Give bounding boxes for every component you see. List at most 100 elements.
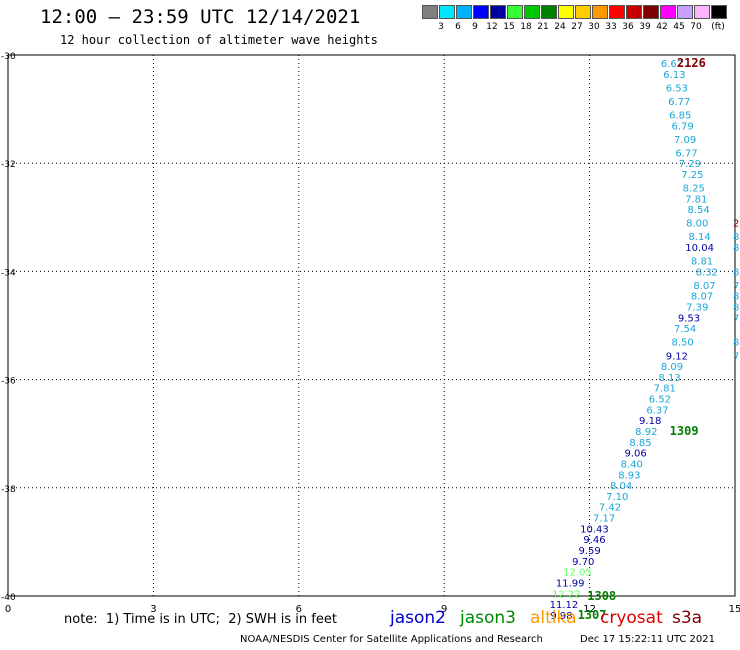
data-point: 9.18 <box>639 416 661 427</box>
pass-label: 1307 <box>578 608 607 622</box>
data-point: 7.81 <box>654 384 676 395</box>
data-point: 6.85 <box>669 111 691 122</box>
scale-label: 33 <box>605 22 617 32</box>
data-point: 8.50 <box>672 338 694 349</box>
scale-swatch <box>677 5 693 19</box>
legend-jason3: jason3 <box>460 608 516 628</box>
data-point: 6.52 <box>649 395 671 406</box>
x-tick-label: 12 <box>583 604 596 615</box>
pass-label: 1308 <box>587 589 616 603</box>
scale-swatch <box>541 5 557 19</box>
scale-label: 42 <box>656 22 668 32</box>
scale-swatch <box>626 5 642 19</box>
data-point: 7.17 <box>593 514 615 525</box>
y-tick-label: -34 <box>1 268 16 278</box>
pass-label: 2126 <box>677 56 706 70</box>
data-point: 6.62 <box>661 59 683 70</box>
scale-label: 18 <box>520 22 532 32</box>
data-point-partial: 7 <box>733 313 739 324</box>
scale-swatch <box>507 5 523 19</box>
x-tick-label: 3 <box>150 604 156 615</box>
data-point-partial: 8 <box>733 292 739 303</box>
scale-label: 36 <box>622 22 634 32</box>
data-point: 8.40 <box>621 459 643 470</box>
data-point: 8.85 <box>629 438 651 449</box>
data-point: 9.98 <box>550 611 572 622</box>
data-point: 8.09 <box>661 362 683 373</box>
data-point-partial: 2 <box>733 219 739 230</box>
data-point: 11.99 <box>556 578 585 589</box>
data-point: 7.39 <box>686 303 708 314</box>
data-point: 7.81 <box>685 194 707 205</box>
data-point: 8.54 <box>688 205 710 216</box>
scale-swatch <box>456 5 472 19</box>
data-point: 6.77 <box>668 97 690 108</box>
scale-label: 39 <box>639 22 651 32</box>
data-point: 9.12 <box>666 351 688 362</box>
scale-swatch <box>575 5 591 19</box>
data-point: 9.53 <box>678 313 700 324</box>
data-point: 6.37 <box>646 405 668 416</box>
scale-swatch <box>711 5 727 19</box>
y-tick-label: -40 <box>1 593 16 603</box>
x-tick-label: 15 <box>729 604 740 615</box>
footer-timestamp: Dec 17 15:22:11 UTC 2021 <box>580 634 715 645</box>
data-point: 6.79 <box>672 121 694 132</box>
data-point: 9.59 <box>578 546 600 557</box>
data-point: 9.46 <box>583 535 605 546</box>
x-tick-label: 0 <box>5 604 11 615</box>
chart-subtitle: 12 hour collection of altimeter wave hei… <box>60 33 378 47</box>
scale-swatch <box>490 5 506 19</box>
data-point: 10.43 <box>580 524 609 535</box>
scale-label: 12 <box>486 22 498 32</box>
data-point-partial: 7 <box>733 351 739 362</box>
x-tick-label: 6 <box>296 604 302 615</box>
data-point: 6.13 <box>663 70 685 81</box>
scale-swatch <box>473 5 489 19</box>
scale-label: 15 <box>503 22 515 32</box>
scale-label: 24 <box>554 22 566 32</box>
legend-altika: altika <box>530 608 577 628</box>
scale-label: 30 <box>588 22 600 32</box>
scale-label: 45 <box>673 22 685 32</box>
data-point: 8.92 <box>635 427 657 438</box>
data-point: 11.12 <box>550 600 579 611</box>
scale-label: 3 <box>438 22 444 32</box>
footer-credit: NOAA/NESDIS Center for Satellite Applica… <box>240 634 543 645</box>
scale-swatch <box>592 5 608 19</box>
scale-swatch <box>439 5 455 19</box>
data-point: 8.32 <box>696 267 718 278</box>
scale-label: 9 <box>472 22 478 32</box>
scale-swatch <box>694 5 710 19</box>
data-point-partial: 8 <box>733 338 739 349</box>
data-point: 9.06 <box>625 449 647 460</box>
pass-label: 1309 <box>670 424 699 438</box>
data-point: 9.70 <box>572 557 594 568</box>
data-point: 7.42 <box>599 503 621 514</box>
data-point: 7.09 <box>674 135 696 146</box>
scale-label: 27 <box>571 22 583 32</box>
scale-swatch <box>558 5 574 19</box>
data-point: 7.29 <box>679 159 701 170</box>
data-point: 8.81 <box>691 257 713 268</box>
data-point: 7.54 <box>674 324 696 335</box>
data-point-partial: 8 <box>733 267 739 278</box>
data-point: 8.04 <box>610 481 632 492</box>
y-tick-label: -30 <box>1 52 16 62</box>
chart-title: 12:00 – 23:59 UTC 12/14/2021 <box>40 6 361 28</box>
data-point-partial: 8 <box>733 232 739 243</box>
y-tick-label: -36 <box>1 377 16 387</box>
scale-swatch <box>660 5 676 19</box>
data-point-partial: 8 <box>733 243 739 254</box>
data-point: 6.53 <box>666 83 688 94</box>
legend-s3a: s3a <box>672 608 703 628</box>
data-point: 8.93 <box>618 470 640 481</box>
legend-jason2: jason2 <box>390 608 446 628</box>
scale-unit: (ft) <box>711 22 725 32</box>
data-point: 8.13 <box>658 373 680 384</box>
y-tick-label: -38 <box>1 485 16 495</box>
data-point: 10.04 <box>685 243 714 254</box>
scale-swatch <box>643 5 659 19</box>
scale-label: 70 <box>690 22 702 32</box>
